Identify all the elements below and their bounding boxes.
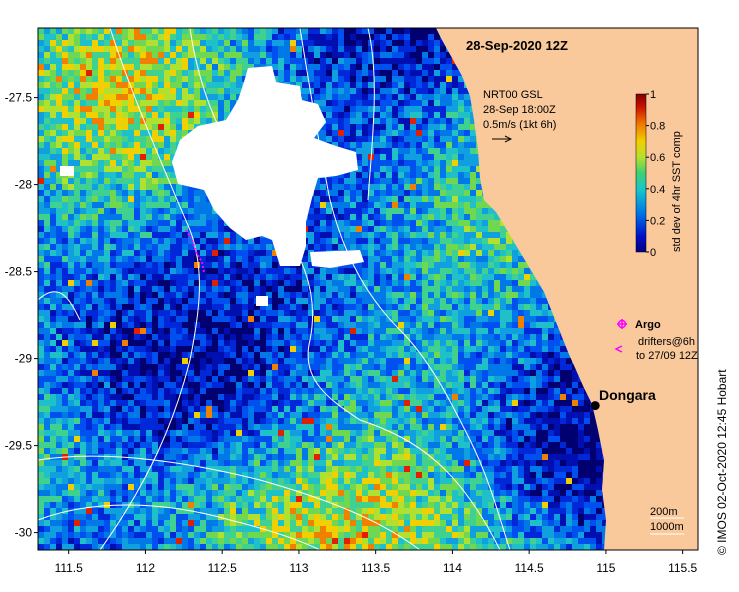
colorbar: 1 0.8 0.6 0.4 0.2 0 std dev of 4hr SST comp: [635, 89, 683, 259]
contour-line: [189, 28, 501, 550]
arrow-icon: [492, 135, 513, 143]
bathymetry-contours: [38, 28, 511, 550]
map-title: 28-Sep-2020 12Z: [466, 38, 568, 53]
legend-drifters-line2: to 27/09 12Z: [636, 350, 698, 362]
x-tick-label: 114.5: [515, 561, 544, 575]
contour-line: [38, 455, 421, 550]
contour-legend: 200m 1000m: [650, 506, 684, 535]
x-tick-label: 113.5: [361, 561, 390, 575]
y-tick-label: -28.5: [5, 265, 33, 279]
colorbar-tick-label: 0.4: [650, 184, 665, 196]
contour-legend-200m: 200m: [650, 506, 678, 518]
map-plot-area: [38, 28, 698, 550]
legend-drifters-line1: drifters@6h: [638, 336, 695, 348]
cloud-mask: [60, 66, 364, 306]
x-tick-label: 112: [136, 561, 155, 575]
dongara-marker: [590, 401, 600, 411]
colorbar-tick-label: 1: [650, 89, 656, 101]
longitude-axis: 111.5 112 112.5 113 113.5 114 114.5 115 115.5: [55, 550, 698, 575]
current-annotation-line3: 0.5m/s (1kt 6h): [483, 119, 556, 131]
y-tick-label: -30: [15, 526, 33, 540]
y-tick-label: -29.5: [5, 439, 33, 453]
colorbar-tick-label: 0: [650, 247, 656, 259]
y-tick-label: -28: [15, 178, 33, 192]
x-tick-label: 113: [289, 561, 308, 575]
y-tick-label: -29: [15, 352, 33, 366]
contour-line: [299, 28, 511, 550]
argo-icon: [617, 319, 627, 329]
latitude-axis: -27.5 -28 -28.5 -29 -29.5 -30: [5, 91, 38, 540]
contour-line: [367, 28, 375, 201]
current-annotation-line2: 28-Sep 18:00Z: [483, 104, 556, 116]
contour-line: [99, 28, 200, 550]
australia-coast: [436, 28, 698, 550]
dongara-dot: [590, 401, 600, 411]
colorbar-tick-label: 0.6: [650, 152, 665, 164]
contour-line: [38, 291, 81, 321]
plot-border: [37, 27, 699, 551]
cloud-patch: [256, 296, 268, 306]
colorbar-ticks: 1 0.8 0.6 0.4 0.2 0: [646, 89, 665, 259]
colorbar-label: std dev of 4hr SST comp: [671, 131, 683, 252]
cloud-patch: [60, 166, 74, 176]
contour-legend-1000m: 1000m: [650, 521, 684, 533]
contour-line: [38, 504, 321, 550]
y-tick-label: -27.5: [5, 91, 33, 105]
legend-argo: Argo: [635, 319, 661, 331]
drifter-icon: [614, 345, 623, 353]
colorbar-tick-label: 0.2: [650, 215, 665, 227]
colorbar-scale: [635, 93, 647, 253]
legend: Argo drifters@6h to 27/09 12Z: [614, 319, 698, 362]
colorbar-tick-label: 0.8: [650, 121, 665, 133]
current-annotation-line1: NRT00 GSL: [483, 89, 543, 101]
cloud-patch: [172, 66, 358, 266]
cloud-patch: [310, 250, 364, 268]
x-tick-label: 111.5: [55, 561, 84, 575]
land-mass: [436, 28, 698, 550]
x-tick-label: 114: [443, 561, 462, 575]
x-tick-label: 115.5: [668, 561, 697, 575]
x-tick-label: 112.5: [208, 561, 237, 575]
place-label-dongara: Dongara: [599, 387, 656, 403]
credit-text: © IMOS 02-Oct-2020 12:45 Hobart: [715, 369, 729, 555]
drifter-track: [185, 229, 205, 273]
current-vector-annotation: NRT00 GSL 28-Sep 18:00Z 0.5m/s (1kt 6h): [483, 89, 556, 143]
x-tick-label: 115: [596, 561, 615, 575]
